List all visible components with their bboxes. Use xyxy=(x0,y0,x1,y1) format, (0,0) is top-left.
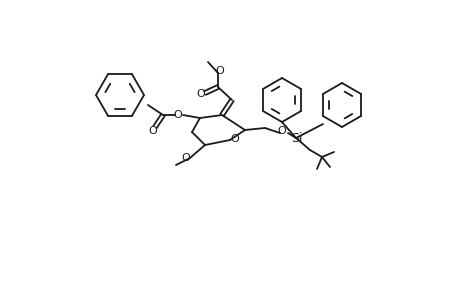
Text: O: O xyxy=(181,153,190,163)
Text: O: O xyxy=(230,134,239,144)
Text: O: O xyxy=(215,66,224,76)
Text: O: O xyxy=(148,126,157,136)
Text: O: O xyxy=(173,110,182,120)
Text: O: O xyxy=(196,89,205,99)
Text: Si: Si xyxy=(291,131,302,145)
Text: O: O xyxy=(277,126,286,136)
